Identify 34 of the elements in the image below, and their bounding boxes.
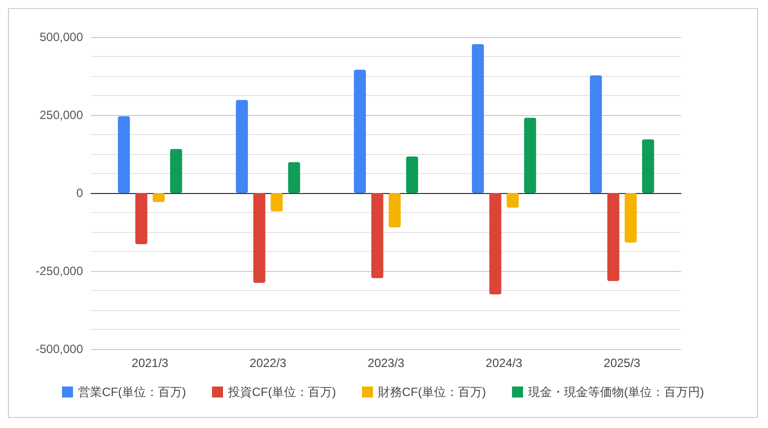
- bar: [624, 193, 637, 243]
- x-tick-label: 2023/3: [368, 356, 405, 370]
- bar: [406, 156, 418, 193]
- bar: [642, 139, 654, 193]
- bar: [354, 70, 366, 193]
- bar: [170, 149, 182, 193]
- y-tick-label: 500,000: [40, 30, 84, 44]
- x-tick-label: 2024/3: [486, 356, 523, 370]
- legend-label: 営業CF(単位：百万): [78, 385, 186, 399]
- x-tick-label: 2022/3: [250, 356, 287, 370]
- bar: [118, 116, 130, 193]
- bar: [288, 162, 300, 193]
- bar: [152, 193, 165, 202]
- bar: [607, 193, 620, 281]
- bar: [270, 193, 283, 212]
- bar: [590, 75, 602, 193]
- bar: [135, 193, 148, 244]
- bar: [371, 193, 384, 278]
- y-tick-label: 0: [76, 186, 84, 200]
- bar: [524, 118, 536, 193]
- y-tick-label: -500,000: [36, 342, 84, 356]
- bar: [506, 193, 519, 208]
- bar: [388, 193, 401, 228]
- x-tick-label: 2021/3: [132, 356, 169, 370]
- legend-label: 投資CF(単位：百万): [227, 385, 336, 399]
- y-tick-label: 250,000: [40, 108, 84, 122]
- bar: [253, 193, 266, 283]
- x-tick-label: 2025/3: [604, 356, 641, 370]
- bar: [236, 100, 248, 193]
- y-tick-label: -250,000: [36, 264, 84, 278]
- legend-label: 現金・現金等価物(単位：百万円): [528, 385, 704, 399]
- legend-label: 財務CF(単位：百万): [378, 385, 486, 399]
- bar: [489, 193, 502, 294]
- bar: [472, 44, 484, 193]
